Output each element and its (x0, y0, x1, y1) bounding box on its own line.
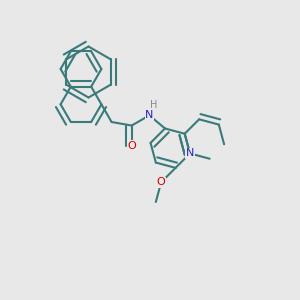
Text: H: H (149, 100, 157, 110)
Text: O: O (157, 177, 166, 187)
Text: O: O (127, 141, 136, 151)
Text: N: N (186, 148, 194, 158)
Text: N: N (145, 110, 154, 120)
